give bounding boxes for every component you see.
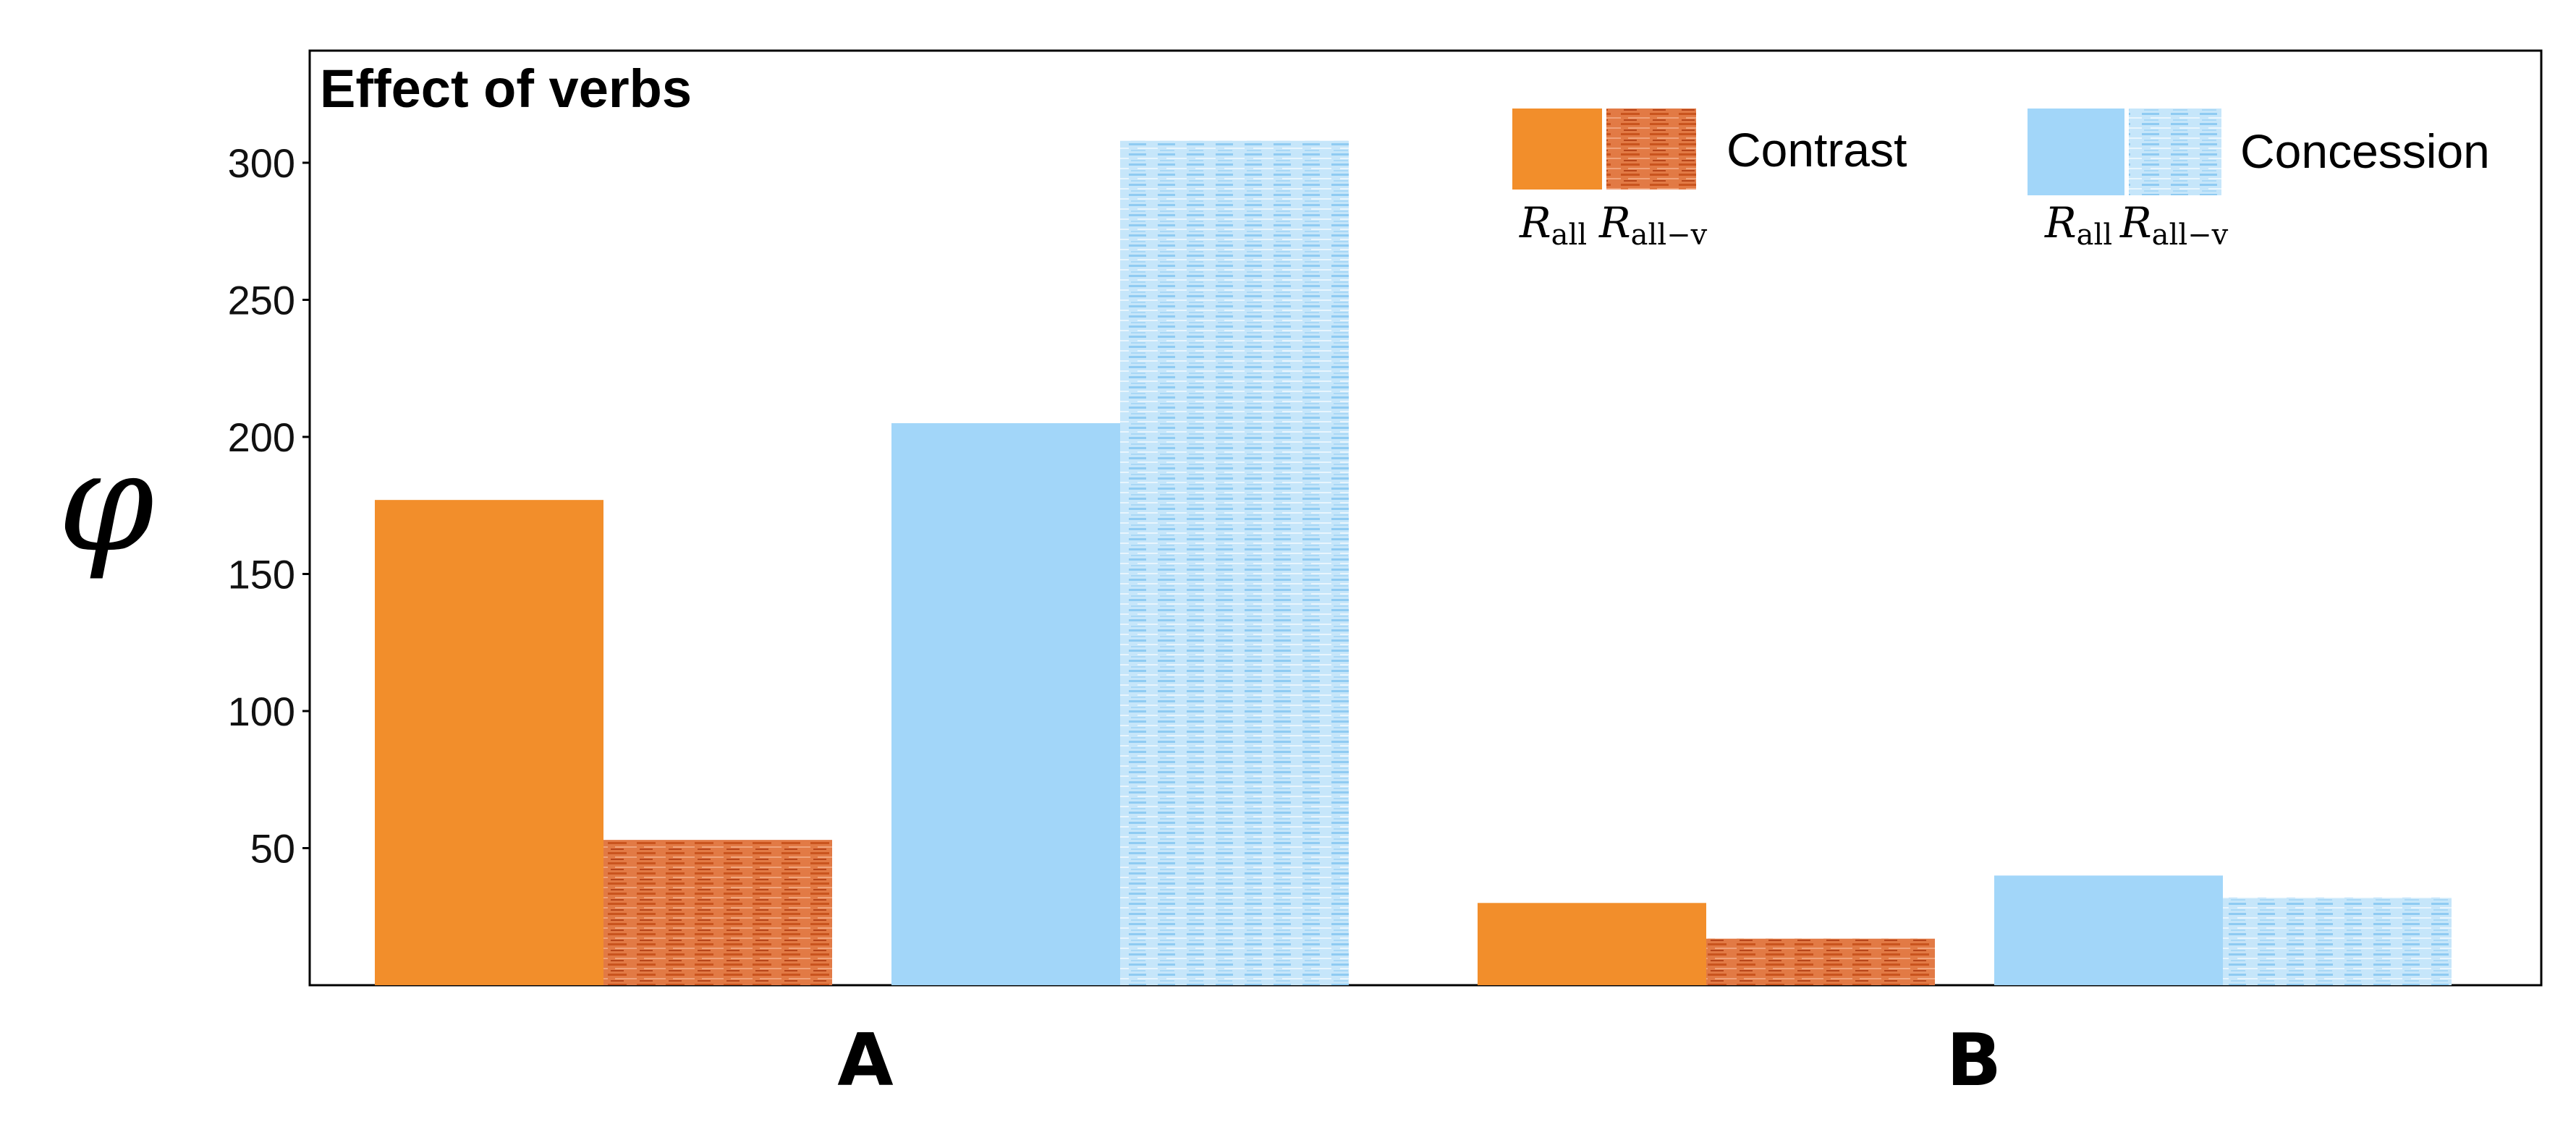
legend-sublabel-contrast-rall: Rall [1519, 198, 1587, 252]
bar-a-series-1 [375, 500, 603, 985]
bar-a-series-2 [603, 840, 832, 985]
y-tick-label: 150 [228, 552, 295, 597]
legend-label-contrast: Contrast [1726, 123, 1907, 176]
plot-frame [308, 49, 2543, 987]
x-category-label: B [1946, 1018, 2001, 1102]
legend-swatch-contrast-rallv [1606, 109, 1696, 190]
y-tick-label: 100 [228, 689, 295, 734]
legend-swatch-contrast-rall [1512, 109, 1602, 190]
legend-group-contrast: Contrast Rall Rall−v [1512, 109, 1907, 252]
legend-label-concession: Concession [2240, 124, 2490, 178]
chart-title: Effect of verbs [320, 59, 692, 119]
y-axis-label: φ [58, 422, 154, 582]
legend-sublabel-concession-rallv: Rall−v [2119, 198, 2229, 252]
y-tick-label: 250 [228, 278, 295, 323]
bar-b-series-2 [1706, 938, 1935, 985]
bar-b-series-4 [2223, 897, 2452, 985]
legend-sublabel-concession-rall: Rall [2044, 198, 2112, 252]
y-tick-label: 200 [228, 414, 295, 460]
bar-a-series-3 [891, 423, 1120, 985]
bar-b-series-1 [1478, 903, 1706, 985]
x-category-label: A [837, 1018, 893, 1102]
legend-swatch-concession-rallv [2129, 109, 2221, 195]
bar-b-series-3 [1994, 875, 2223, 985]
legend-sublabel-contrast-rallv: Rall−v [1598, 198, 1708, 252]
y-axis: 50 100 150 200 250 300 [228, 140, 310, 872]
bars [375, 140, 2452, 986]
legend-group-concession: Concession Rall Rall−v [2028, 109, 2490, 252]
legend-swatch-concession-rall [2028, 109, 2124, 195]
y-tick-label: 50 [250, 826, 295, 872]
bar-a-series-4 [1120, 140, 1349, 986]
y-tick-label: 300 [228, 140, 295, 186]
legend: Contrast Rall Rall−v Concession Rall Ral… [1512, 109, 2490, 252]
